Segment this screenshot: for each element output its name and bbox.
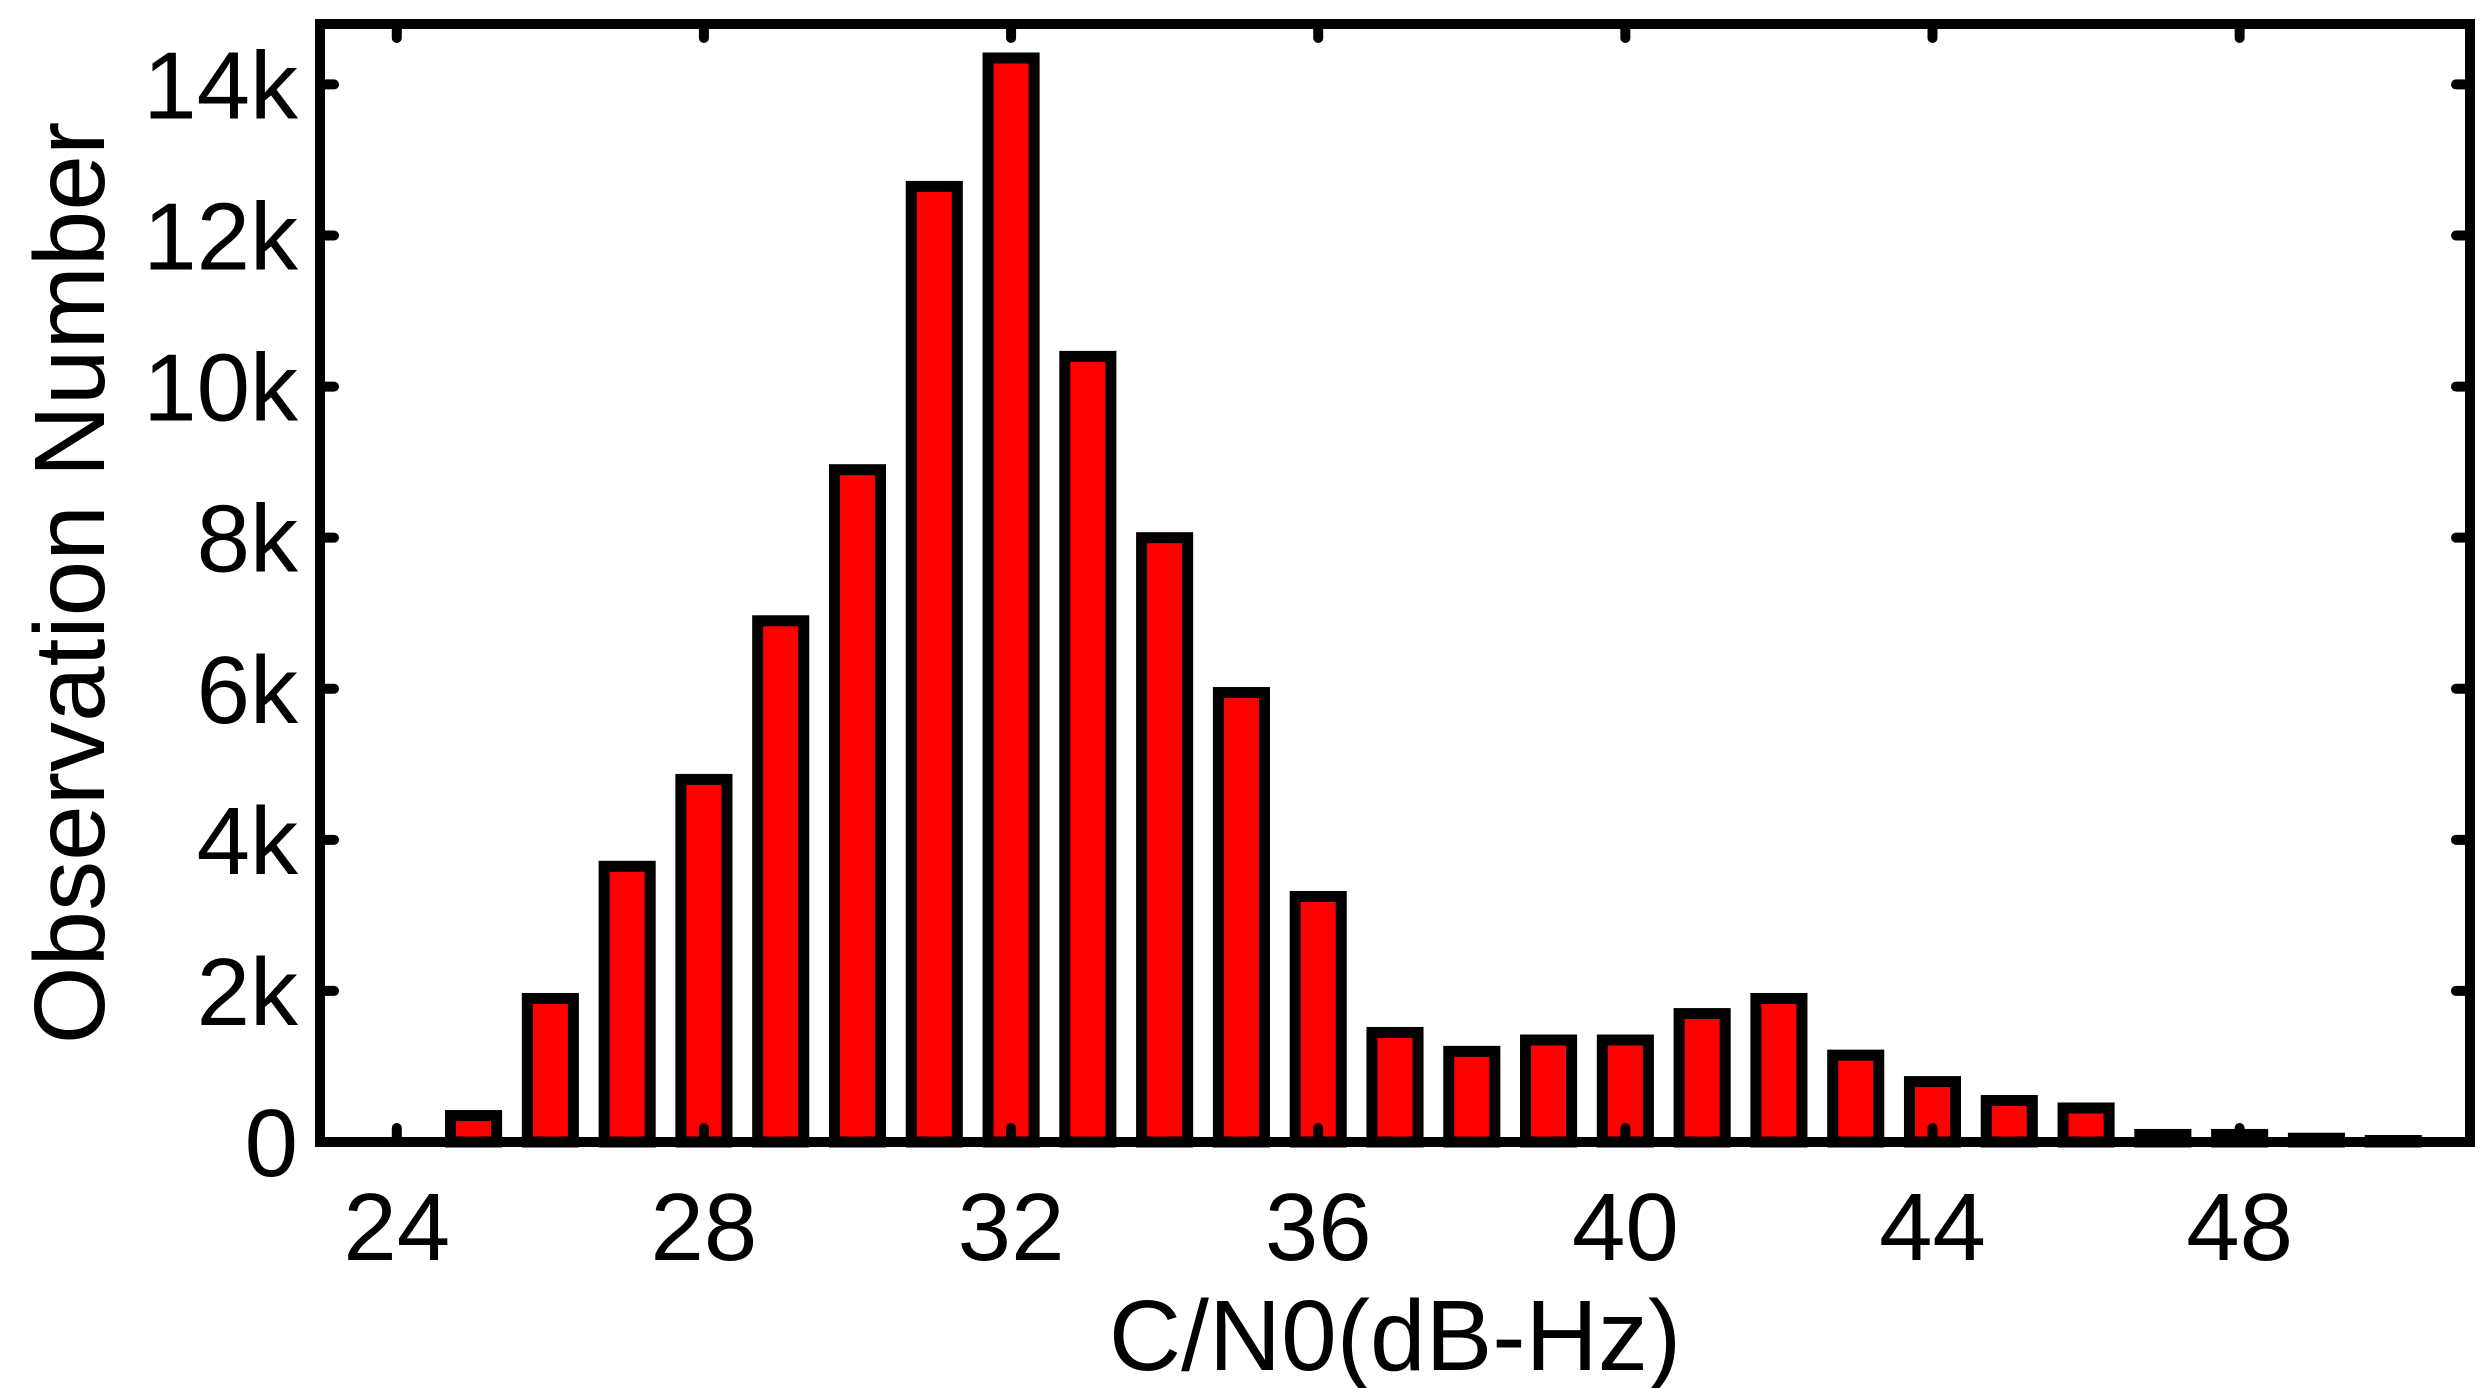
bar-35 [1212,687,1270,1148]
bar-36 [1289,890,1347,1148]
y-tick-label: 8k [197,486,299,593]
x-tick-label: 44 [1879,1174,1986,1281]
y-tick-label: 6k [197,637,299,744]
plot-frame [315,19,2475,1147]
bar-28 [675,773,733,1148]
bar-33 [1059,350,1117,1148]
y-tick-label: 14k [143,32,299,139]
bar-45 [1980,1094,2038,1148]
bar-32 [982,52,1040,1148]
x-tick-labels: 24 28 32 36 40 44 48 [343,1174,2293,1281]
y-tick-label: 2k [197,939,299,1046]
x-tick-label: 48 [2186,1174,2293,1281]
x-tick-label: 36 [1265,1174,1372,1281]
x-tick-label: 28 [651,1174,758,1281]
bar-46 [2057,1102,2115,1148]
x-axis-title: C/N0(dB-Hz) [1109,1280,1681,1388]
y-tick-labels: 0 2k 4k 6k 8k 10k 12k 14k [143,32,299,1197]
x-tick-label: 32 [958,1174,1065,1281]
y-tick-label: 12k [143,184,299,291]
bar-26 [521,992,579,1148]
bar-37 [1366,1026,1424,1148]
y-tick-label: 4k [197,788,299,895]
bar-30 [828,464,887,1148]
bar-29 [752,615,810,1148]
y-tick-label: 0 [245,1090,298,1197]
bar-38 [1443,1045,1501,1148]
bar-39 [1520,1034,1578,1148]
bar-31 [905,180,963,1148]
bar-27 [598,860,656,1148]
bar-34 [1136,532,1194,1148]
bars-layer [445,52,2422,1148]
bar-42 [1750,992,1808,1148]
bar-43 [1827,1049,1885,1148]
x-tick-label: 40 [1572,1174,1679,1281]
y-axis-title: Observation Number [14,122,126,1045]
x-tick-label: 24 [343,1174,450,1281]
bar-41 [1673,1008,1731,1148]
y-tick-label: 10k [143,335,299,442]
